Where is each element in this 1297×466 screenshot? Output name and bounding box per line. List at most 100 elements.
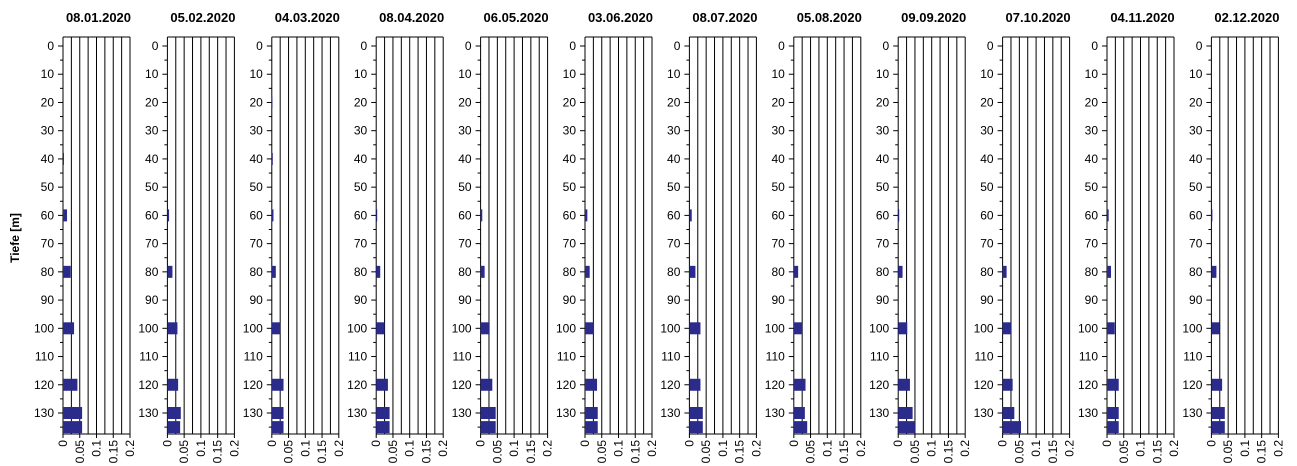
- y-tick-label: 100: [765, 321, 785, 335]
- panel-title: 04.11.2020: [1110, 10, 1174, 25]
- x-tick-label: 0.15: [837, 440, 851, 464]
- bar: [271, 96, 273, 109]
- y-tick-label: 10: [771, 67, 785, 81]
- y-tick-label: 80: [563, 265, 577, 279]
- x-tick-label: 0.15: [1150, 440, 1164, 464]
- y-tick-label: 110: [557, 350, 576, 364]
- x-tick-label: 0.2: [1063, 440, 1077, 457]
- x-tick-label: 0.2: [123, 440, 137, 457]
- bar: [1002, 378, 1013, 391]
- y-tick-label: 30: [667, 124, 681, 138]
- x-tick-label: 0.05: [490, 440, 504, 464]
- bar: [689, 378, 701, 391]
- panel-05.02.2020: 05.02.2020 0 10 20 30 40 50 60 70 80 90 100 110 120 13…: [138, 10, 241, 463]
- y-tick-label: 50: [145, 180, 159, 194]
- x-tick-label: 0.15: [628, 440, 642, 464]
- y-tick-label: 70: [354, 237, 368, 251]
- bar: [376, 209, 378, 222]
- y-tick-label: 0: [361, 39, 368, 53]
- y-tick-label: 60: [1189, 208, 1203, 222]
- x-tick-label: 0.05: [73, 440, 87, 464]
- x-tick-label: 0.15: [1046, 440, 1060, 464]
- x-tick-label: 0.2: [854, 440, 868, 457]
- x-tick-label: 0: [682, 440, 696, 447]
- y-tick-label: 100: [34, 321, 54, 335]
- y-tick-label: 0: [1091, 39, 1098, 53]
- y-tick-label: 120: [452, 378, 472, 392]
- x-tick-label: 0.1: [298, 440, 312, 457]
- x-tick-label: 0.05: [908, 440, 922, 464]
- y-tick-label: 110: [974, 350, 993, 364]
- y-tick-label: 20: [354, 95, 368, 109]
- y-tick-label: 10: [563, 67, 577, 81]
- bar: [898, 421, 915, 434]
- y-tick-label: 100: [347, 321, 367, 335]
- y-tick-label: 70: [563, 237, 577, 251]
- y-tick-label: 50: [1189, 180, 1203, 194]
- y-tick-label: 110: [661, 350, 680, 364]
- bar: [1002, 322, 1011, 335]
- bar: [480, 322, 490, 335]
- bar: [793, 322, 803, 335]
- y-tick-label: 20: [980, 95, 994, 109]
- x-tick-label: 0.15: [315, 440, 329, 464]
- panel-06.05.2020: 06.05.2020 0 10 20 30 40 50 60 70 80 90 100 110 120 13…: [452, 10, 555, 463]
- y-tick-label: 110: [870, 350, 889, 364]
- bar: [167, 407, 181, 419]
- x-tick-label: 0.05: [699, 440, 713, 464]
- y-tick-label: 20: [563, 95, 577, 109]
- bar: [271, 209, 274, 222]
- bar: [63, 152, 65, 165]
- bar: [271, 421, 284, 434]
- bar: [1211, 265, 1217, 278]
- x-tick-label: 0.2: [645, 440, 659, 457]
- y-tick-label: 50: [876, 180, 890, 194]
- y-tick-label: 60: [563, 208, 577, 222]
- y-tick-label: 70: [458, 237, 472, 251]
- x-tick-label: 0.1: [90, 440, 104, 457]
- bar: [480, 265, 485, 278]
- y-tick-label: 100: [452, 321, 472, 335]
- panel-title: 06.05.2020: [484, 10, 549, 25]
- y-tick-label: 70: [667, 237, 681, 251]
- bar: [689, 322, 701, 335]
- y-tick-label: 130: [1078, 406, 1098, 420]
- y-tick-label: 0: [256, 39, 263, 53]
- y-tick-label: 10: [1189, 67, 1203, 81]
- y-tick-label: 30: [1085, 124, 1099, 138]
- y-tick-label: 80: [876, 265, 890, 279]
- bar: [898, 378, 910, 391]
- y-tick-label: 10: [667, 67, 681, 81]
- x-tick-label: 0: [787, 440, 801, 447]
- panel-08.07.2020: 08.07.2020 0 10 20 30 40 50 60 70 80 90 100 110 120 13…: [660, 10, 763, 463]
- x-tick-label: 0: [369, 440, 383, 447]
- x-tick-label: 0.05: [386, 440, 400, 464]
- y-tick-label: 60: [876, 208, 890, 222]
- bar: [167, 378, 179, 391]
- x-tick-label: 0.15: [524, 440, 538, 464]
- y-tick-label: 60: [249, 208, 263, 222]
- y-tick-label: 70: [1189, 237, 1203, 251]
- y-tick-label: 110: [139, 350, 158, 364]
- y-tick-label: 90: [1085, 293, 1099, 307]
- y-tick-label: 90: [980, 293, 994, 307]
- y-tick-label: 10: [354, 67, 368, 81]
- y-tick-label: 120: [765, 378, 785, 392]
- y-tick-label: 90: [876, 293, 890, 307]
- y-tick-label: 0: [883, 39, 890, 53]
- bar: [480, 407, 496, 419]
- x-tick-label: 0.1: [612, 440, 626, 457]
- bar: [1107, 209, 1109, 222]
- x-tick-label: 0.2: [1167, 440, 1181, 457]
- y-tick-label: 120: [1078, 378, 1098, 392]
- y-tick-label: 130: [138, 406, 158, 420]
- panel-title: 08.01.2020: [66, 10, 131, 25]
- y-tick-label: 120: [869, 378, 889, 392]
- y-tick-label: 20: [667, 95, 681, 109]
- y-tick-label: 90: [667, 293, 681, 307]
- bar: [793, 407, 805, 419]
- y-tick-label: 40: [354, 152, 368, 166]
- y-tick-label: 30: [771, 124, 785, 138]
- y-tick-label: 120: [347, 378, 367, 392]
- x-tick-label: 0: [1100, 440, 1114, 447]
